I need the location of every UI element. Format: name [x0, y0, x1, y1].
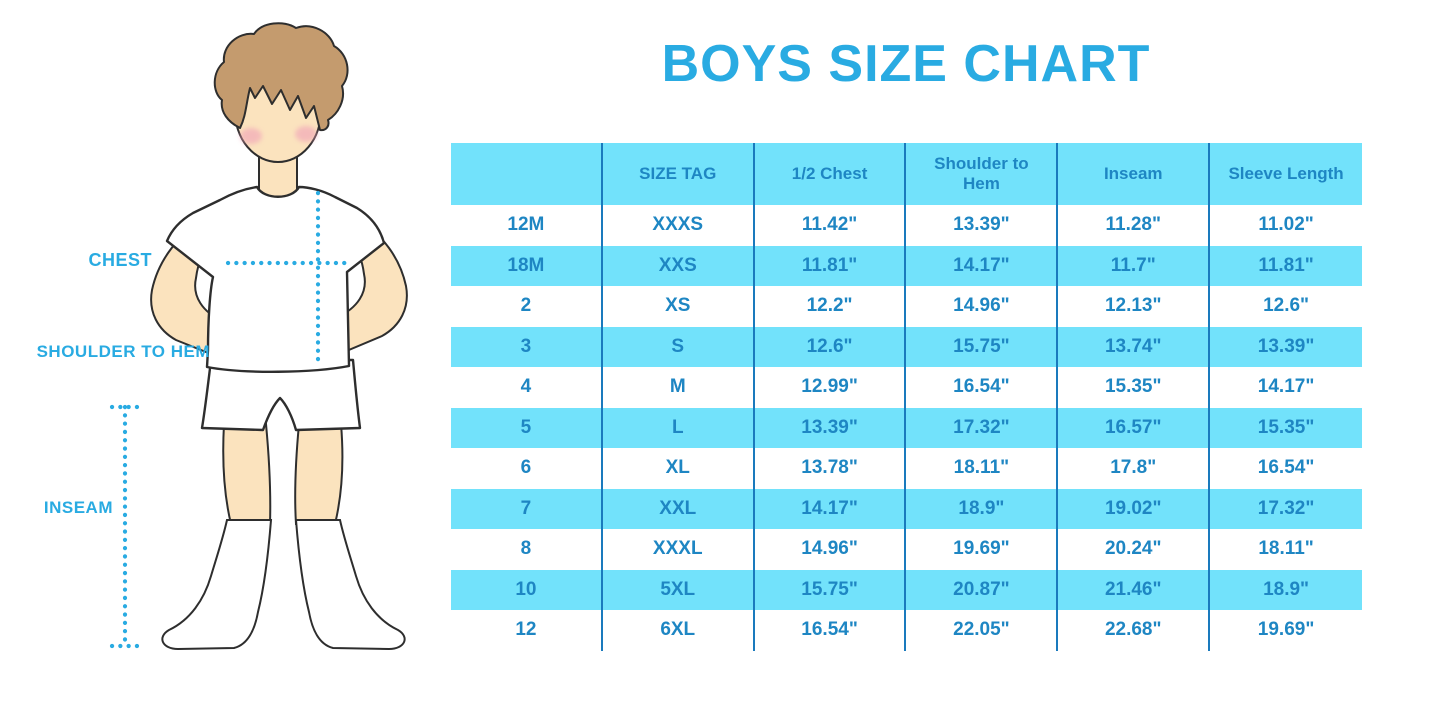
table-cell: 18.9"	[1210, 569, 1362, 610]
table-cell: XS	[603, 286, 755, 327]
table-cell: 5	[451, 407, 603, 448]
boy-cheek-right	[295, 126, 317, 142]
table-cell: 11.42"	[755, 205, 907, 246]
chest-label: CHEST	[88, 250, 152, 270]
boy-shirt	[165, 185, 386, 373]
table-cell: 4	[451, 367, 603, 408]
table-cell: S	[602, 326, 755, 367]
table-cell: 6XL	[603, 610, 755, 651]
table-cell: 3	[451, 326, 603, 367]
table-cell: 11.81"	[754, 245, 907, 286]
boy-leg-left	[222, 423, 272, 525]
boy-shorts	[200, 358, 362, 432]
table-cell: 10	[451, 569, 603, 610]
column-header: Sleeve Length	[1210, 143, 1362, 205]
table-cell: 13.39"	[754, 407, 907, 448]
table-cell: XL	[603, 448, 755, 489]
table-cell: 22.68"	[1058, 610, 1211, 651]
boy-illustration	[109, 22, 408, 651]
table-cell: 16.54"	[1257, 457, 1315, 479]
table-cell: XXXL	[603, 529, 755, 570]
table-cell: 6	[451, 448, 603, 489]
table-cell: 11.7"	[1058, 245, 1211, 286]
table-cell: 19.69"	[1257, 619, 1315, 641]
table-cell: 12	[451, 610, 603, 651]
table-cell: XXL	[602, 488, 755, 529]
table-cell: 14.17"	[754, 488, 907, 529]
table-cell: 7	[451, 488, 603, 529]
table-cell: 12.6"	[1263, 295, 1310, 317]
table-cell: 12.6"	[754, 326, 907, 367]
column-header	[451, 143, 603, 205]
table-cell: 11.02"	[1258, 214, 1314, 236]
table-cell: 13.39"	[906, 205, 1059, 246]
table-cell: 16.54"	[906, 367, 1059, 408]
table-cell: M	[603, 367, 755, 408]
table-cell: 21.46"	[1058, 569, 1211, 610]
table-cell: 8	[451, 529, 603, 570]
table-cell: 14.17"	[1257, 376, 1315, 398]
boy-sock-right	[294, 519, 406, 651]
column-header: Inseam	[1058, 143, 1211, 205]
table-cell: 2	[451, 286, 603, 327]
table-cell: 12.99"	[755, 367, 907, 408]
table-cell: XXS	[602, 245, 755, 286]
table-cell: L	[602, 407, 755, 448]
size-table: SIZE TAG 1/2 Chest Shoulder to Hem Inseam Sl…	[451, 143, 1362, 651]
table-cell: 15.75"	[754, 569, 907, 610]
table-cell: 12.13"	[1058, 286, 1211, 327]
boy-leg-right	[294, 423, 344, 525]
table-cell: 5XL	[602, 569, 755, 610]
boy-sock-left	[161, 519, 273, 651]
table-cell: 12.2"	[755, 286, 907, 327]
table-cell: 17.8"	[1058, 448, 1211, 489]
table-cell: 11.28"	[1058, 205, 1211, 246]
table-cell: 18.11"	[906, 448, 1059, 489]
table-cell: 15.35"	[1058, 367, 1211, 408]
shoulder-to-hem-label: SHOULDER TO HEM	[36, 342, 210, 361]
table-cell: 13.74"	[1058, 326, 1211, 367]
table-cell: 22.05"	[906, 610, 1059, 651]
table-cell: 19.69"	[906, 529, 1059, 570]
table-cell: 13.78"	[755, 448, 907, 489]
table-cell: 12M	[451, 205, 603, 246]
table-cell: XXXS	[603, 205, 755, 246]
table-cell: 17.32"	[1210, 488, 1362, 529]
table-cell: 20.24"	[1058, 529, 1211, 570]
table-cell: 18.11"	[1258, 538, 1314, 560]
table-cell: 18M	[451, 245, 603, 286]
column-header: SIZE TAG	[602, 143, 755, 205]
table-cell: 17.32"	[906, 407, 1059, 448]
table-cell: 19.02"	[1058, 488, 1211, 529]
column-header: Shoulder to Hem	[906, 143, 1059, 205]
table-cell: 16.54"	[755, 610, 907, 651]
page-title: BOYS SIZE CHART	[661, 35, 1151, 93]
table-cell: 18.9"	[906, 488, 1059, 529]
table-cell: 15.75"	[906, 326, 1059, 367]
table-cell: 11.81"	[1210, 245, 1362, 286]
table-cell: 14.96"	[906, 286, 1059, 327]
table-cell: 15.35"	[1210, 407, 1362, 448]
boy-hair	[213, 22, 349, 132]
table-cell: 20.87"	[906, 569, 1059, 610]
column-header: 1/2 Chest	[754, 143, 907, 205]
table-cell: 14.17"	[906, 245, 1059, 286]
boy-cheek-left	[240, 128, 262, 144]
table-cell: 16.57"	[1058, 407, 1211, 448]
inseam-label: INSEAM	[43, 498, 113, 517]
table-cell: 14.96"	[755, 529, 907, 570]
table-cell: 13.39"	[1210, 326, 1362, 367]
